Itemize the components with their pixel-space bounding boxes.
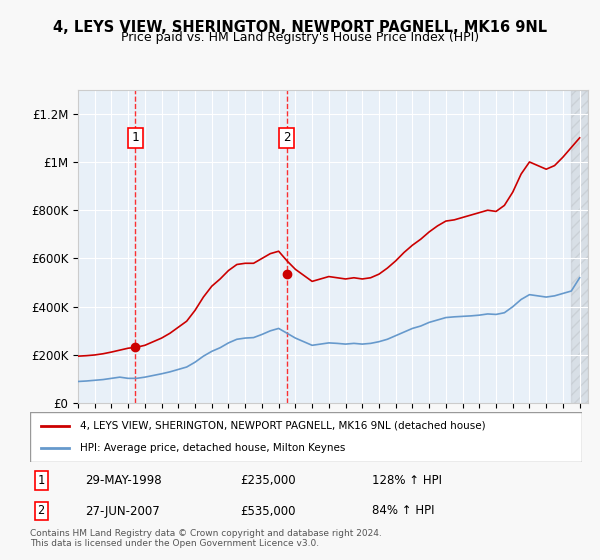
Text: 128% ↑ HPI: 128% ↑ HPI bbox=[372, 474, 442, 487]
Text: 1: 1 bbox=[37, 474, 44, 487]
Text: 27-JUN-2007: 27-JUN-2007 bbox=[85, 505, 160, 517]
Text: This data is licensed under the Open Government Licence v3.0.: This data is licensed under the Open Gov… bbox=[30, 539, 319, 548]
Text: 84% ↑ HPI: 84% ↑ HPI bbox=[372, 505, 435, 517]
Text: 2: 2 bbox=[37, 505, 44, 517]
Text: 29-MAY-1998: 29-MAY-1998 bbox=[85, 474, 162, 487]
Text: 2: 2 bbox=[283, 132, 290, 144]
Text: 1: 1 bbox=[131, 132, 139, 144]
Bar bbox=[571, 90, 588, 403]
Text: £535,000: £535,000 bbox=[240, 505, 295, 517]
Text: 4, LEYS VIEW, SHERINGTON, NEWPORT PAGNELL, MK16 9NL (detached house): 4, LEYS VIEW, SHERINGTON, NEWPORT PAGNEL… bbox=[80, 421, 485, 431]
Text: Contains HM Land Registry data © Crown copyright and database right 2024.: Contains HM Land Registry data © Crown c… bbox=[30, 529, 382, 538]
FancyBboxPatch shape bbox=[30, 412, 582, 462]
Text: £235,000: £235,000 bbox=[240, 474, 295, 487]
Text: HPI: Average price, detached house, Milton Keynes: HPI: Average price, detached house, Milt… bbox=[80, 443, 345, 453]
Text: 4, LEYS VIEW, SHERINGTON, NEWPORT PAGNELL, MK16 9NL: 4, LEYS VIEW, SHERINGTON, NEWPORT PAGNEL… bbox=[53, 20, 547, 35]
Text: Price paid vs. HM Land Registry's House Price Index (HPI): Price paid vs. HM Land Registry's House … bbox=[121, 31, 479, 44]
